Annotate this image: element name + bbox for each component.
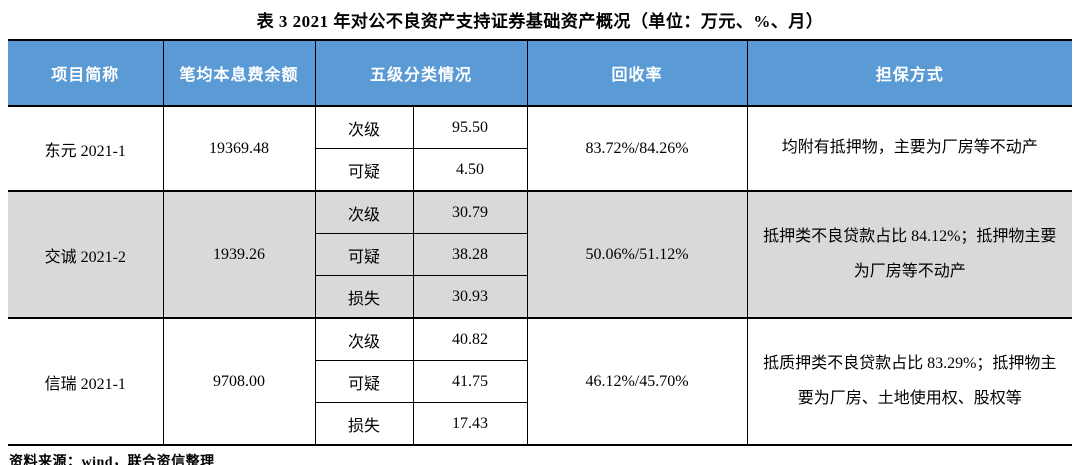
table-subrow: 可疑 38.28 — [8, 233, 1072, 276]
classification-level: 可疑 — [314, 148, 414, 192]
table-title: 表 3 2021 年对公不良资产支持证券基础资产概况（单位：万元、%、月） — [256, 12, 824, 31]
classification-value: 38.28 — [412, 233, 528, 276]
table-header-row: 项目简称 笔均本息费余额 五级分类情况 回收率 担保方式 — [8, 39, 1073, 107]
table-subrow: 可疑 4.50 — [8, 148, 1072, 192]
avg-balance: 9708.00 — [162, 317, 316, 446]
classification-value: 95.50 — [412, 105, 528, 149]
col-header-avg-balance: 笔均本息费余额 — [162, 39, 316, 107]
guarantee-desc: 抵质押类不良贷款占比 83.29%；抵押物主要为厂房、土地使用权、股权等 — [746, 317, 1073, 446]
table-subrow: 可疑 41.75 — [8, 360, 1072, 403]
data-source-note: 资料来源：wind，联合资信整理 — [9, 455, 215, 465]
classification-level: 损失 — [314, 402, 414, 446]
col-header-classification: 五级分类情况 — [314, 39, 528, 107]
classification-value: 40.82 — [412, 317, 528, 361]
guarantee-desc: 抵押类不良贷款占比 84.12%；抵押物主要为厂房等不动产 — [746, 190, 1073, 319]
recovery-rate: 50.06%/51.12% — [526, 190, 748, 319]
classification-level: 次级 — [314, 105, 414, 149]
classification-level: 可疑 — [314, 233, 414, 276]
classification-level: 损失 — [314, 275, 414, 319]
avg-balance: 19369.48 — [162, 105, 316, 192]
project-name: 交诚 2021-2 — [8, 190, 164, 319]
project-name: 东元 2021-1 — [8, 105, 164, 192]
col-header-recovery-rate: 回收率 — [526, 39, 748, 107]
classification-value: 17.43 — [412, 402, 528, 446]
project-name: 信瑞 2021-1 — [8, 317, 164, 446]
npl-abs-table: 项目简称 笔均本息费余额 五级分类情况 回收率 担保方式 东元 2021-1 1… — [8, 39, 1073, 446]
classification-level: 次级 — [314, 190, 414, 234]
guarantee-desc: 均附有抵押物，主要为厂房等不动产 — [746, 105, 1073, 192]
table-row: 信瑞 2021-1 9708.00 次级 40.82 46.12%/45.70%… — [8, 317, 1073, 446]
recovery-rate: 46.12%/45.70% — [526, 317, 748, 446]
col-header-project: 项目简称 — [8, 39, 164, 107]
table-subrow: 损失 30.93 — [8, 275, 1072, 319]
col-header-guarantee: 担保方式 — [746, 39, 1073, 107]
classification-value: 4.50 — [412, 148, 528, 192]
table-subrow: 损失 17.43 — [8, 402, 1072, 446]
table-row: 交诚 2021-2 1939.26 次级 30.79 50.06%/51.12%… — [8, 190, 1073, 319]
recovery-rate: 83.72%/84.26% — [526, 105, 748, 192]
avg-balance: 1939.26 — [162, 190, 316, 319]
table-row: 东元 2021-1 19369.48 次级 95.50 83.72%/84.26… — [8, 105, 1073, 192]
classification-value: 30.79 — [412, 190, 528, 234]
classification-value: 30.93 — [412, 275, 528, 319]
classification-level: 可疑 — [314, 360, 414, 403]
classification-level: 次级 — [314, 317, 414, 361]
classification-value: 41.75 — [412, 360, 528, 403]
